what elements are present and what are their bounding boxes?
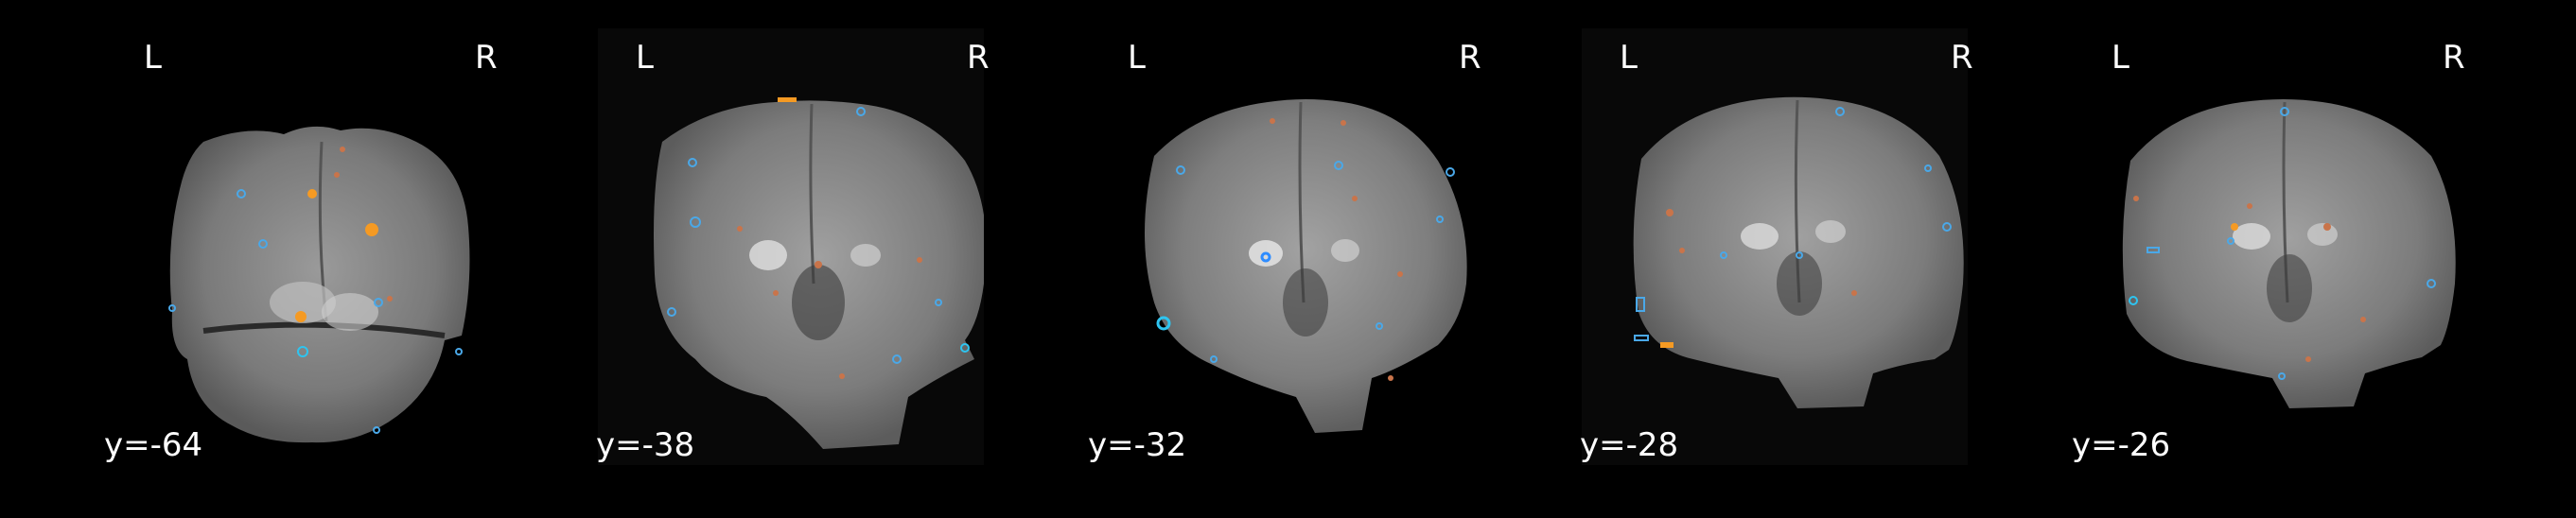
brain-slice-panel-3: L R y=-32 <box>984 0 1481 518</box>
slice-coordinate-label: y=-28 <box>1580 426 1679 464</box>
brain-slice-image <box>168 126 470 443</box>
slice-coordinate-label: y=-64 <box>104 426 203 464</box>
brain-slice-image <box>598 28 984 465</box>
orientation-right-label: R <box>2443 39 2465 77</box>
brain-slice-panel-4: L R y=-28 <box>1476 0 1973 518</box>
slice-coordinate-label: y=-26 <box>2072 426 2171 464</box>
orientation-right-label: R <box>1459 39 1481 77</box>
brain-slice-panel-5: L R y=-26 <box>1968 0 2465 518</box>
brain-slice-image <box>1145 99 1467 433</box>
brain-slice-panel-1: L R y=-64 <box>0 0 498 518</box>
slice-coordinate-label: y=-38 <box>596 426 695 464</box>
orientation-left-label: L <box>636 39 654 77</box>
orientation-left-label: L <box>1128 39 1146 77</box>
orientation-right-label: R <box>475 39 498 77</box>
brain-slice-panel-2: L R y=-38 <box>492 0 990 518</box>
brain-slice-image <box>2122 99 2456 408</box>
slice-coordinate-label: y=-32 <box>1088 426 1187 464</box>
orientation-left-label: L <box>1620 39 1638 77</box>
brain-slice-image <box>1582 28 1968 465</box>
orientation-left-label: L <box>2112 39 2129 77</box>
orientation-right-label: R <box>967 39 990 77</box>
orientation-left-label: L <box>144 39 162 77</box>
orientation-right-label: R <box>1951 39 1973 77</box>
